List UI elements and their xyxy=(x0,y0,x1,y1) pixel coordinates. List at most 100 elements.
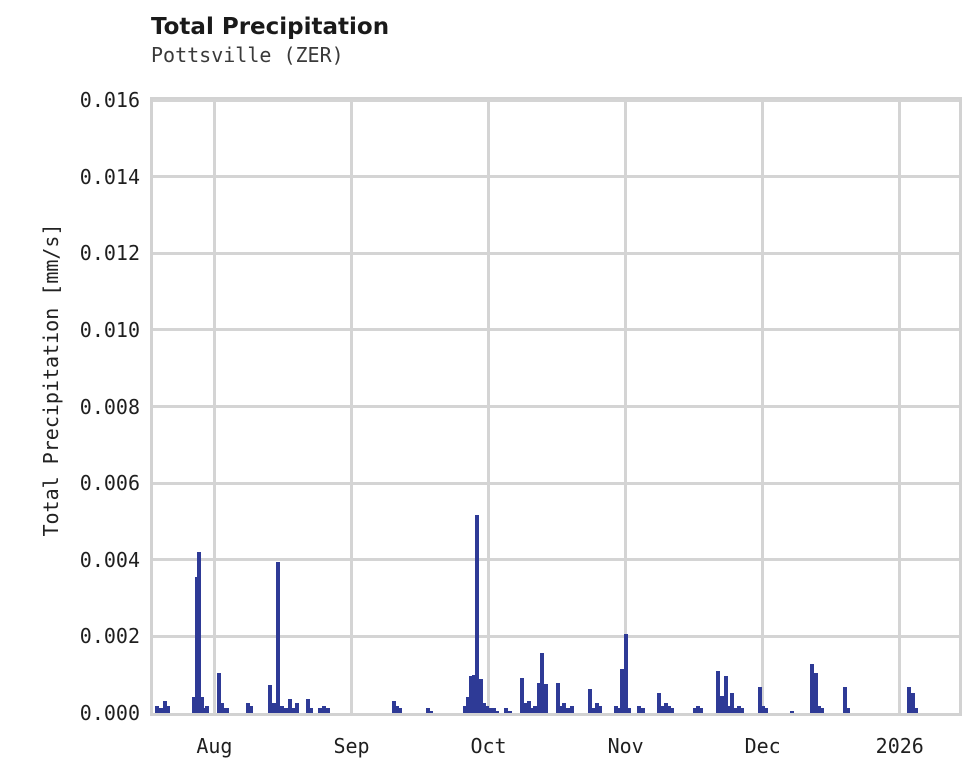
bar xyxy=(268,685,273,713)
bar xyxy=(736,705,741,713)
bar xyxy=(757,686,762,713)
y-gridline xyxy=(153,328,959,332)
bar xyxy=(733,708,738,713)
bar xyxy=(475,514,480,713)
bar xyxy=(533,705,538,713)
x-axis-tick-labels: Aug Sep Oct Nov Dec 2026 xyxy=(150,734,962,764)
bar xyxy=(306,699,311,713)
bar xyxy=(326,708,331,713)
bar xyxy=(294,703,299,713)
y-tick-label: 0.008 xyxy=(79,394,140,419)
bar xyxy=(813,673,818,713)
bar xyxy=(906,686,911,713)
bar xyxy=(720,695,725,713)
bar xyxy=(569,705,574,713)
bar xyxy=(398,708,403,713)
y-gridline xyxy=(153,175,959,179)
bar xyxy=(760,705,765,713)
y-tick-label: 0.014 xyxy=(79,164,140,189)
bar xyxy=(846,708,851,713)
bar xyxy=(165,705,170,713)
bar xyxy=(245,703,250,713)
bar xyxy=(536,683,541,713)
y-gridline xyxy=(153,481,959,485)
bar xyxy=(519,678,524,713)
bar xyxy=(217,673,222,713)
bar xyxy=(194,577,199,713)
x-tick-label: Oct xyxy=(470,734,507,758)
bar xyxy=(670,708,675,713)
bar xyxy=(588,688,593,713)
y-gridline xyxy=(153,558,959,562)
plot-area xyxy=(150,97,962,716)
bar xyxy=(620,669,625,713)
bar xyxy=(565,708,570,713)
y-tick-label: 0.006 xyxy=(79,471,140,496)
bar xyxy=(488,708,493,713)
x-tick-label: Nov xyxy=(607,734,644,758)
bar xyxy=(478,679,483,713)
bar xyxy=(162,700,167,713)
bar xyxy=(543,684,548,713)
bar xyxy=(664,703,668,713)
bar xyxy=(485,705,490,713)
y-axis-tick-labels: 0.000 0.002 0.004 0.006 0.008 0.010 0.012 0.014… xyxy=(0,90,140,723)
bar xyxy=(523,703,528,713)
chart-subtitle: Pottsville (ZER) xyxy=(151,43,344,67)
y-tick-label: 0.004 xyxy=(79,547,140,572)
bar xyxy=(462,705,467,713)
bar xyxy=(726,705,731,713)
bar xyxy=(426,708,431,713)
bar xyxy=(562,703,567,713)
bar xyxy=(391,700,396,713)
bar xyxy=(636,705,641,713)
bar xyxy=(279,705,284,713)
bar xyxy=(526,700,531,713)
bar xyxy=(739,708,744,713)
plot-inner xyxy=(153,98,959,713)
bar xyxy=(204,705,209,713)
x-tick-label: Sep xyxy=(333,734,370,758)
bar xyxy=(291,708,296,713)
bar xyxy=(429,710,434,713)
x-gridline xyxy=(898,100,902,713)
y-tick-label: 0.010 xyxy=(79,317,140,342)
bar xyxy=(730,693,735,713)
bar xyxy=(465,696,470,713)
bar xyxy=(626,708,631,713)
bar xyxy=(723,676,728,713)
bar xyxy=(192,696,197,713)
bar xyxy=(617,708,622,713)
x-gridline xyxy=(761,100,765,713)
bar xyxy=(597,705,602,713)
bar xyxy=(594,703,599,713)
bar xyxy=(820,708,825,713)
bar xyxy=(842,686,847,713)
x-gridline xyxy=(212,100,216,713)
x-tick-label: Aug xyxy=(196,734,233,758)
bar xyxy=(222,708,227,713)
bar xyxy=(696,705,701,713)
bar xyxy=(275,561,280,713)
bar xyxy=(789,710,794,713)
bar xyxy=(202,708,207,713)
bar xyxy=(318,708,323,713)
y-gridline xyxy=(153,98,959,102)
x-gridline xyxy=(350,100,354,713)
bar xyxy=(530,708,535,713)
bar xyxy=(219,703,224,713)
bar xyxy=(913,708,918,713)
bar xyxy=(614,705,619,713)
bar xyxy=(817,705,822,713)
bar xyxy=(199,696,204,713)
y-tick-label: 0.012 xyxy=(79,241,140,266)
bar xyxy=(559,705,564,713)
bar xyxy=(699,708,704,713)
bar xyxy=(287,699,292,713)
y-tick-label: 0.000 xyxy=(79,701,140,725)
bar xyxy=(556,683,560,713)
bar xyxy=(656,693,661,713)
bar xyxy=(763,708,768,713)
bar xyxy=(224,708,229,713)
chart-title-block: Total Precipitation Pottsville (ZER) xyxy=(151,14,851,69)
